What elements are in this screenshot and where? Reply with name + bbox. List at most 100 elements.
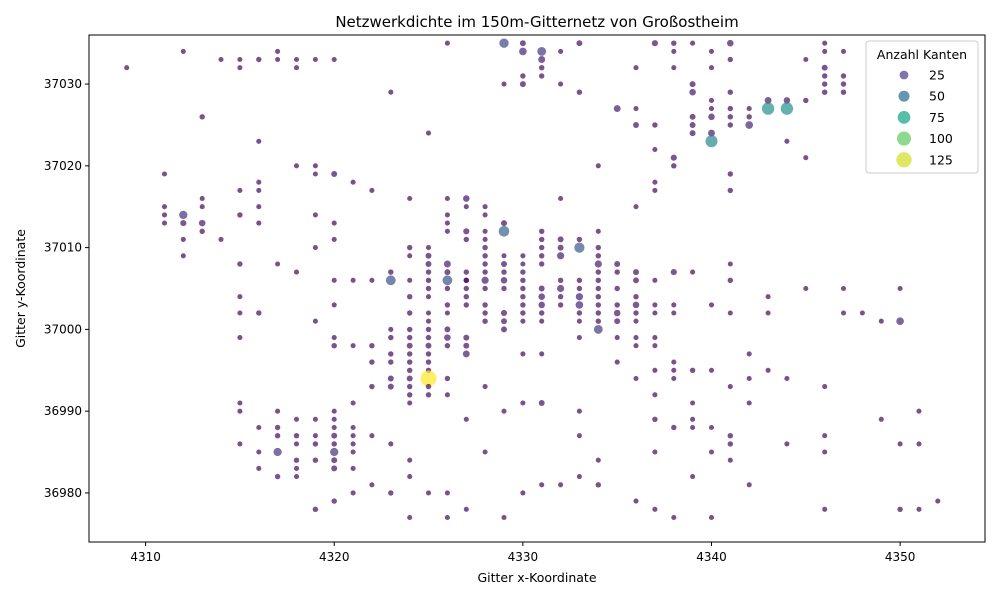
data-point bbox=[595, 228, 601, 234]
data-point bbox=[463, 334, 470, 341]
data-point bbox=[482, 236, 488, 242]
data-point bbox=[331, 457, 338, 464]
data-point bbox=[256, 204, 262, 210]
x-tick-label: 4330 bbox=[508, 550, 539, 564]
legend-marker bbox=[899, 70, 909, 80]
legend-marker bbox=[897, 111, 911, 124]
data-point bbox=[765, 294, 771, 300]
data-point bbox=[576, 40, 583, 47]
data-point bbox=[425, 294, 432, 300]
data-point bbox=[444, 212, 450, 218]
data-point bbox=[595, 163, 601, 169]
legend-title: Anzahl Kanten bbox=[877, 47, 967, 62]
data-point bbox=[689, 113, 696, 120]
data-point bbox=[124, 65, 130, 71]
data-point bbox=[595, 318, 602, 324]
data-point bbox=[444, 228, 450, 234]
data-point bbox=[633, 310, 639, 316]
data-point bbox=[407, 277, 413, 283]
data-point bbox=[444, 269, 451, 276]
x-tick-label: 4340 bbox=[696, 550, 727, 564]
y-axis-ticks: 36980 36990 37000 37010 37020 37030 bbox=[44, 77, 89, 500]
data-point bbox=[633, 335, 639, 341]
data-point bbox=[199, 114, 205, 120]
data-point bbox=[633, 343, 639, 349]
data-point bbox=[652, 179, 658, 185]
data-point bbox=[878, 318, 884, 324]
data-point bbox=[538, 56, 546, 63]
data-point bbox=[273, 447, 282, 457]
data-point bbox=[576, 310, 583, 316]
data-point bbox=[312, 506, 319, 513]
data-point bbox=[420, 370, 437, 387]
data-point bbox=[821, 89, 828, 95]
data-point bbox=[557, 244, 564, 251]
data-point bbox=[822, 48, 828, 54]
data-point bbox=[256, 424, 262, 431]
y-tick-label: 36980 bbox=[44, 486, 82, 500]
data-point bbox=[594, 260, 602, 268]
data-point bbox=[406, 392, 413, 398]
data-point bbox=[444, 392, 450, 398]
data-point bbox=[293, 163, 300, 169]
data-point bbox=[501, 253, 507, 259]
data-point bbox=[520, 261, 526, 267]
data-point bbox=[727, 277, 734, 284]
data-point bbox=[746, 400, 752, 406]
data-point bbox=[256, 310, 262, 316]
data-point bbox=[350, 179, 356, 185]
data-point bbox=[671, 367, 677, 373]
data-point bbox=[690, 424, 696, 431]
data-point bbox=[708, 367, 715, 373]
data-point bbox=[256, 449, 262, 455]
data-point bbox=[897, 506, 903, 513]
data-point bbox=[444, 285, 451, 292]
data-point bbox=[444, 342, 451, 349]
data-point bbox=[708, 97, 715, 103]
data-point bbox=[727, 122, 734, 128]
data-point bbox=[406, 334, 413, 341]
data-point bbox=[671, 65, 677, 71]
data-point bbox=[727, 261, 733, 267]
data-point bbox=[161, 171, 168, 177]
data-point bbox=[520, 285, 526, 292]
data-point bbox=[444, 310, 450, 316]
data-point bbox=[293, 269, 300, 275]
data-point bbox=[761, 102, 775, 115]
data-point bbox=[463, 293, 470, 300]
data-point bbox=[671, 375, 677, 382]
data-point bbox=[425, 359, 432, 365]
data-point bbox=[293, 65, 300, 71]
data-point bbox=[689, 122, 696, 128]
data-point bbox=[558, 482, 564, 488]
data-point bbox=[595, 285, 602, 292]
data-point bbox=[237, 212, 243, 218]
y-tick-label: 37030 bbox=[44, 77, 82, 91]
data-point bbox=[614, 335, 620, 341]
data-point bbox=[425, 342, 432, 349]
data-point bbox=[821, 81, 828, 87]
data-point bbox=[746, 482, 752, 488]
data-point bbox=[407, 195, 413, 202]
data-point bbox=[256, 179, 262, 185]
data-point bbox=[501, 285, 507, 292]
data-point bbox=[463, 302, 470, 308]
data-point bbox=[652, 310, 658, 316]
data-point bbox=[387, 375, 394, 382]
data-point bbox=[369, 342, 375, 349]
data-point bbox=[275, 408, 281, 414]
y-tick-label: 36990 bbox=[44, 404, 82, 418]
data-point bbox=[803, 56, 809, 63]
data-point bbox=[481, 276, 489, 284]
data-point bbox=[293, 457, 300, 463]
data-point bbox=[897, 441, 903, 447]
data-point bbox=[198, 219, 206, 227]
data-point bbox=[388, 359, 394, 365]
data-point bbox=[538, 64, 545, 71]
data-point bbox=[331, 302, 337, 308]
data-point bbox=[482, 212, 488, 218]
legend-label: 100 bbox=[929, 131, 953, 146]
data-point bbox=[538, 228, 545, 235]
data-point bbox=[256, 220, 262, 226]
data-point bbox=[520, 400, 526, 406]
